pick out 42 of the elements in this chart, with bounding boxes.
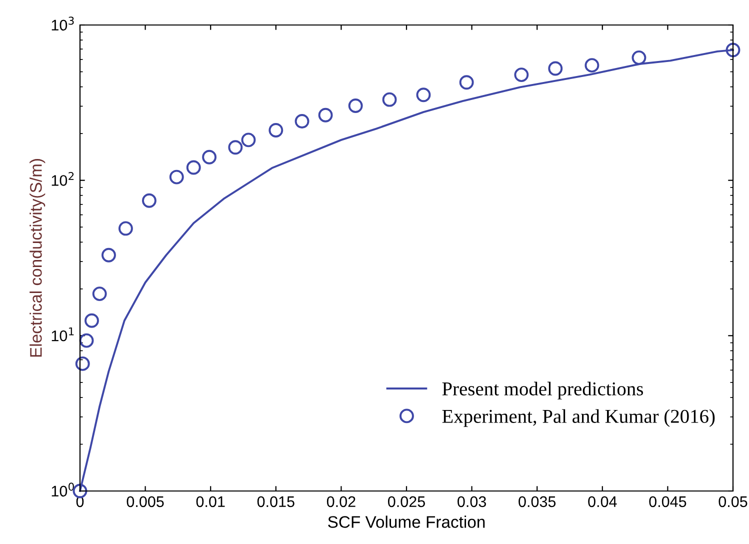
point [548,61,563,76]
point [318,108,333,122]
point [84,313,99,328]
point [79,333,94,348]
point [348,98,363,113]
point [186,160,201,175]
point [228,140,243,155]
x-tick-label: 0.025 [388,496,425,508]
point [459,75,474,90]
point [382,92,397,107]
legend-label: Present model predictions [442,382,643,400]
point [169,170,184,184]
x-tick-label: 0.05 [718,496,748,508]
point [102,248,116,262]
y-tick-label: 10$^{1}$ [52,327,74,342]
point [726,42,740,58]
point [584,58,600,73]
x-tick-label: 0.01 [196,496,225,508]
y-axis-title: Electrical conductivity(S/m) [30,159,46,357]
x-tick-label: 0.02 [326,496,356,508]
y-tick-label: 10$^{3}$ [52,16,74,31]
point [241,132,256,148]
point [632,50,646,65]
point [416,88,431,102]
legend-label: Experiment, Pal and Kumar (2016) [442,409,715,427]
x-tick-label: 0.045 [649,496,686,508]
point [294,114,310,128]
point [92,286,107,302]
point [75,356,90,371]
x-tick-label: 0.03 [458,496,486,508]
x-axis-title: SCF Volume Fraction [328,516,485,528]
y-tick-label: 10$^{2}$ [52,172,74,186]
x-tick-label: 0.035 [518,496,556,508]
y-tick-label: 10$^{0}$ [52,482,74,497]
point [142,193,156,208]
point [268,123,284,138]
x-tick-label: 0.04 [588,496,617,508]
point [202,150,217,164]
point [514,68,529,82]
x-tick-label: 0.015 [257,496,294,508]
point [118,221,133,236]
x-tick-label: 0.005 [126,496,164,508]
